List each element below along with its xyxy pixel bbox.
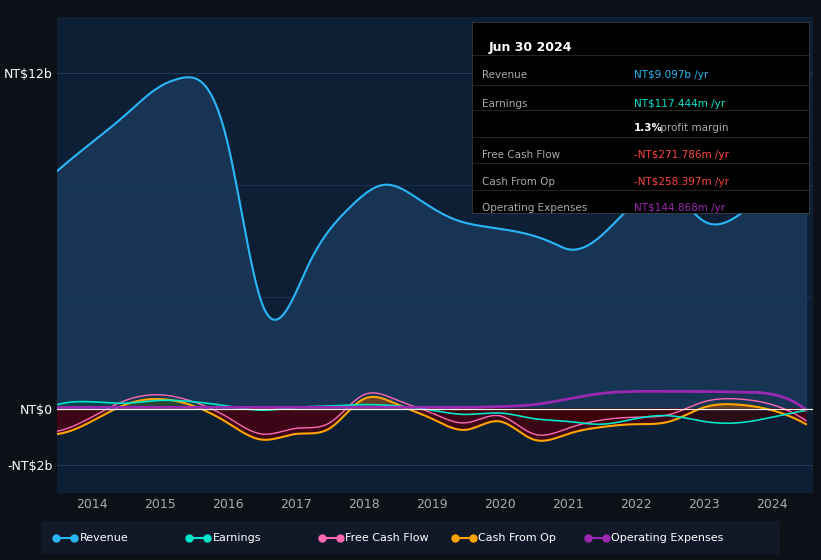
Text: Free Cash Flow: Free Cash Flow — [346, 533, 429, 543]
Text: NT$144.868m /yr: NT$144.868m /yr — [634, 203, 725, 213]
Text: 1.3%: 1.3% — [634, 123, 663, 133]
Text: Earnings: Earnings — [213, 533, 261, 543]
Text: -NT$258.397m /yr: -NT$258.397m /yr — [634, 176, 728, 186]
Text: Free Cash Flow: Free Cash Flow — [482, 150, 560, 160]
Text: NT$117.444m /yr: NT$117.444m /yr — [634, 99, 725, 109]
Text: Cash From Op: Cash From Op — [479, 533, 557, 543]
Text: Cash From Op: Cash From Op — [482, 176, 555, 186]
Text: Jun 30 2024: Jun 30 2024 — [489, 41, 572, 54]
Text: Revenue: Revenue — [482, 70, 527, 80]
Text: Operating Expenses: Operating Expenses — [612, 533, 724, 543]
Text: profit margin: profit margin — [658, 123, 729, 133]
Text: -NT$271.786m /yr: -NT$271.786m /yr — [634, 150, 728, 160]
Text: Earnings: Earnings — [482, 99, 528, 109]
Text: NT$9.097b /yr: NT$9.097b /yr — [634, 70, 708, 80]
Text: Operating Expenses: Operating Expenses — [482, 203, 587, 213]
Text: Revenue: Revenue — [80, 533, 128, 543]
